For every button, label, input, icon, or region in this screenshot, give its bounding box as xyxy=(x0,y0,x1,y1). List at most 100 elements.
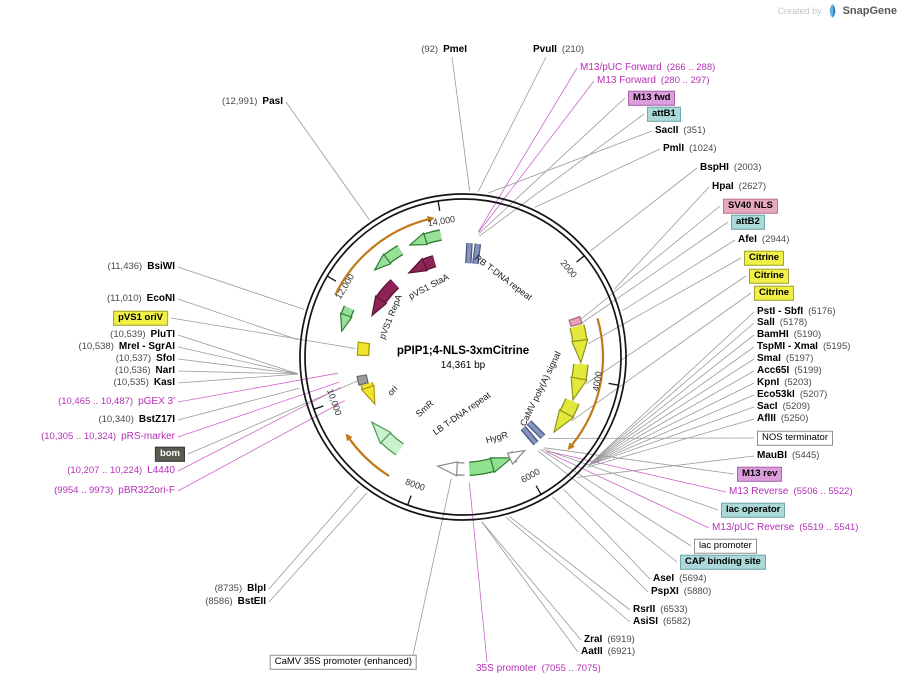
callout-m13-puc-reverse[interactable]: M13/pUC Reverse (5519 .. 5541) xyxy=(712,523,858,533)
callout-pgex-3[interactable]: (10,465 .. 10,487) pGEX 3' xyxy=(58,397,175,407)
callout-pvs1-oriv[interactable]: pVS1 oriV xyxy=(113,310,168,326)
backbone-ring-outer[interactable] xyxy=(299,193,627,521)
callout-m13-puc-forward[interactable]: M13/pUC Forward (266 .. 288) xyxy=(580,63,715,73)
nos-term-bar[interactable] xyxy=(526,420,546,440)
callout-bstz17i[interactable]: (10,340) BstZ17I xyxy=(98,415,175,425)
pvs1-repa-arrow[interactable] xyxy=(371,279,400,317)
attb1-feature-label[interactable]: attB1 xyxy=(647,106,681,122)
callout-nari[interactable]: (10,536) NarI xyxy=(115,366,175,376)
lac-region-bar[interactable] xyxy=(520,425,539,446)
lac-operator-feature-label[interactable]: lac operator xyxy=(721,502,786,518)
callout-rsrii[interactable]: RsrII (6533) xyxy=(633,605,688,615)
callout-aflii[interactable]: AflII (5250) xyxy=(757,414,808,424)
callout-citrine[interactable]: Citrine xyxy=(754,285,795,301)
callout-maubi[interactable]: MauBI (5445) xyxy=(757,451,819,461)
callout-econi[interactable]: (11,010) EcoNI xyxy=(107,294,175,304)
callout-psti-sbfi[interactable]: PstI - SbfI (5176) xyxy=(757,307,836,317)
citrine-arrow-2[interactable] xyxy=(570,363,589,402)
callout-attb1[interactable]: attB1 xyxy=(647,106,681,122)
camv35s-enh-arrow[interactable] xyxy=(436,461,465,477)
callout-sali[interactable]: SalI (5178) xyxy=(757,318,807,328)
callout-pvuii[interactable]: PvuII (210) xyxy=(533,45,584,55)
pvs1-oriv-feature-label[interactable]: pVS1 oriV xyxy=(113,310,168,326)
callout-bom[interactable]: bom xyxy=(154,446,185,462)
citrine-arrow-1[interactable] xyxy=(569,324,589,365)
citrine-feature-label[interactable]: Citrine xyxy=(744,250,785,266)
rb-tdna-bar-1[interactable] xyxy=(465,242,473,264)
callout-m13-reverse[interactable]: M13 Reverse (5506 .. 5522) xyxy=(729,487,853,497)
callout-bamhi[interactable]: BamHI (5190) xyxy=(757,330,821,340)
green-arrow-upstream-1[interactable] xyxy=(408,229,442,246)
lb-t-dna-repeat-label[interactable]: LB T-DNA repeat xyxy=(431,390,493,437)
callout-prs-marker[interactable]: (10,305 .. 10,324) pRS-marker xyxy=(41,432,175,442)
m13-rev-feature-label[interactable]: M13 rev xyxy=(737,466,783,482)
ori-arrow[interactable] xyxy=(360,382,376,406)
backbone-ring-inner[interactable] xyxy=(304,198,622,516)
callout-mrei-sgrai[interactable]: (10,538) MreI - SgrAI xyxy=(78,342,175,352)
callout-sacii[interactable]: SacII (351) xyxy=(655,126,706,136)
callout-hpai[interactable]: HpaI (2627) xyxy=(712,182,766,192)
callout-pasi[interactable]: (12,991) PasI xyxy=(222,97,283,107)
callout-bsteii[interactable]: (8586) BstEII xyxy=(205,597,266,607)
span-arc-top-left[interactable] xyxy=(334,218,428,296)
span-arc-bottom-left[interactable] xyxy=(348,438,390,477)
callout-zrai[interactable]: ZraI (6919) xyxy=(584,635,635,645)
callout-cap-binding-site[interactable]: CAP binding site xyxy=(680,554,766,570)
callout-blpi[interactable]: (8735) BlpI xyxy=(215,584,266,594)
callout-kasi[interactable]: (10,535) KasI xyxy=(113,378,175,388)
callout-asei[interactable]: AseI (5694) xyxy=(653,574,707,584)
callout-35s-promoter[interactable]: 35S promoter (7055 .. 7075) xyxy=(476,664,601,674)
callout-sv40-nls[interactable]: SV40 NLS xyxy=(723,198,778,214)
callout-lac-operator[interactable]: lac operator xyxy=(721,502,786,518)
bom-feature-label[interactable]: bom xyxy=(154,446,185,462)
cap-binding-site-feature-label[interactable]: CAP binding site xyxy=(680,554,766,570)
citrine-arrow-3[interactable] xyxy=(553,398,580,434)
callout-tspmi-xmai[interactable]: TspMI - XmaI (5195) xyxy=(757,342,850,352)
callout-eco53ki[interactable]: Eco53kI (5207) xyxy=(757,390,827,400)
polya-arrow[interactable] xyxy=(506,449,527,466)
callout-acc65i[interactable]: Acc65I (5199) xyxy=(757,366,822,376)
smr-arrow[interactable] xyxy=(370,420,405,456)
lac-promoter-feature-label[interactable]: lac promoter xyxy=(694,538,757,554)
callout-nos-terminator[interactable]: NOS terminator xyxy=(757,430,833,446)
callout-pluti[interactable]: (10,539) PluTI xyxy=(110,330,175,340)
hygr-label[interactable]: HygR xyxy=(485,429,510,445)
pvs1-staa-arrow[interactable] xyxy=(407,255,437,274)
pvs1-oriv-block[interactable] xyxy=(356,341,371,357)
sv40-nls-block[interactable] xyxy=(568,315,583,328)
nos-terminator-feature-label[interactable]: NOS terminator xyxy=(757,430,833,446)
sv40-nls-feature-label[interactable]: SV40 NLS xyxy=(723,198,778,214)
callout-lac-promoter[interactable]: lac promoter xyxy=(694,538,757,554)
smr-label[interactable]: SmR xyxy=(414,398,436,419)
callout-camv-35s-promoter-enhanced[interactable]: CaMV 35S promoter (enhanced) xyxy=(269,654,417,670)
callout-m13-rev[interactable]: M13 rev xyxy=(737,466,783,482)
green-arrow-upstream-2[interactable] xyxy=(373,244,404,272)
callout-attb2[interactable]: attB2 xyxy=(731,214,765,230)
callout-bsphi[interactable]: BspHI (2003) xyxy=(700,163,761,173)
callout-citrine[interactable]: Citrine xyxy=(749,268,790,284)
rb-tdna-bar-2[interactable] xyxy=(472,243,482,265)
callout-asisi[interactable]: AsiSI (6582) xyxy=(633,617,690,627)
callout-pmli[interactable]: PmlI (1024) xyxy=(663,144,717,154)
ori-label[interactable]: ori xyxy=(385,384,399,398)
bom-block[interactable] xyxy=(356,374,369,386)
m13-fwd-feature-label[interactable]: M13 fwd xyxy=(628,90,676,106)
callout-sfoi[interactable]: (10,537) SfoI xyxy=(116,354,175,364)
green-arrow-upstream-3[interactable] xyxy=(339,305,355,333)
callout-afei[interactable]: AfeI (2944) xyxy=(738,235,789,245)
citrine-feature-label[interactable]: Citrine xyxy=(754,285,795,301)
span-arc-right[interactable] xyxy=(571,317,605,446)
callout-l4440[interactable]: (10,207 .. 10,224) L4440 xyxy=(67,466,175,476)
callout-pspxi[interactable]: PspXI (5880) xyxy=(651,587,711,597)
callout-m13-fwd[interactable]: M13 fwd xyxy=(628,90,676,106)
callout-kpni[interactable]: KpnI (5203) xyxy=(757,378,812,388)
citrine-feature-label[interactable]: Citrine xyxy=(749,268,790,284)
camv-35s-promoter-enhanced-feature-label[interactable]: CaMV 35S promoter (enhanced) xyxy=(269,654,417,670)
hygr-arrow[interactable] xyxy=(468,457,514,477)
callout-pmei[interactable]: (92) PmeI xyxy=(421,45,467,55)
rb-t-dna-repeat-label[interactable]: RB T-DNA repeat xyxy=(473,253,535,303)
callout-bsiwi[interactable]: (11,436) BsiWI xyxy=(108,262,175,272)
callout-pbr322ori-f[interactable]: (9954 .. 9973) pBR322ori-F xyxy=(54,486,175,496)
pvs1-staa-label[interactable]: pVS1 StaA xyxy=(407,272,451,302)
